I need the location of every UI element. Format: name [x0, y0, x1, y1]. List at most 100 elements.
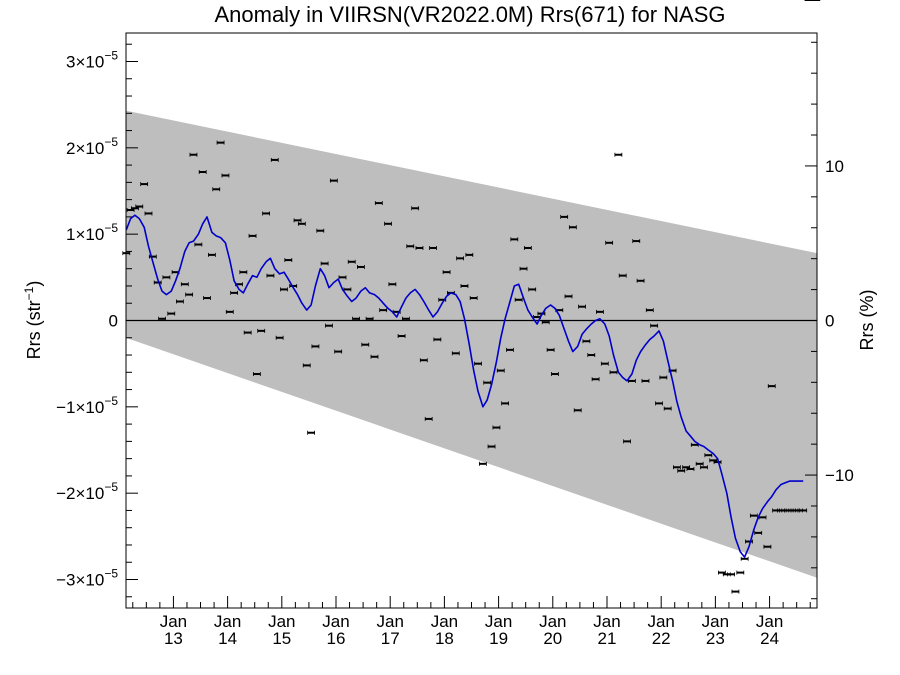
- x-tick-year-label: 13: [164, 629, 183, 648]
- y-left-tick-mantissa: 1×10: [66, 225, 104, 244]
- data-point: [176, 299, 184, 304]
- data-point: [325, 323, 333, 328]
- data-point: [140, 182, 149, 187]
- data-point: [600, 361, 609, 366]
- axes-layer: −3×10−5−2×10−5−1×10−501×10−52×10−53×10−5…: [56, 32, 854, 648]
- data-point: [501, 401, 510, 406]
- y-axis-left-title: Rrs (str−1): [22, 281, 44, 360]
- x-tick-year-label: 22: [652, 629, 671, 648]
- data-point: [704, 453, 713, 458]
- y-right-tick-label: 0: [825, 312, 834, 331]
- data-point: [442, 270, 451, 275]
- y-left-tick-label: −1×10−5: [56, 394, 118, 417]
- data-point: [334, 349, 343, 354]
- data-point: [492, 425, 501, 430]
- x-tick-month-label: Jan: [160, 612, 187, 631]
- y-left-tick-exponent: −5: [104, 567, 118, 581]
- y-right-tick-label: −10: [825, 466, 854, 485]
- data-point: [655, 401, 663, 406]
- x-tick-year-label: 18: [435, 629, 454, 648]
- data-point: [280, 287, 288, 292]
- data-point: [514, 297, 523, 302]
- data-point: [496, 368, 505, 373]
- x-tick-year-label: 19: [489, 629, 508, 648]
- data-point: [799, 508, 808, 513]
- data-point: [695, 461, 704, 466]
- data-point: [736, 570, 745, 575]
- x-tick-year-label: 16: [327, 629, 346, 648]
- data-point: [284, 258, 293, 263]
- y-left-tick-label: −2×10−5: [56, 480, 118, 503]
- data-point: [582, 339, 591, 344]
- y-left-tick-exponent: −5: [104, 480, 118, 494]
- data-point: [397, 334, 406, 339]
- data-point: [632, 239, 641, 244]
- y-axis-left-title-sup: −1: [22, 286, 36, 300]
- data-point: [433, 337, 442, 342]
- y-left-tick-mantissa: 2×10: [66, 139, 104, 158]
- y-left-tick-exponent: −5: [104, 221, 118, 235]
- data-point: [506, 347, 514, 352]
- x-tick-month-label: Jan: [376, 612, 403, 631]
- data-point: [266, 273, 275, 278]
- data-point: [623, 439, 631, 444]
- data-point: [297, 221, 306, 226]
- confidence-band: [126, 110, 817, 578]
- data-point: [763, 544, 772, 549]
- x-tick-year-label: 15: [272, 629, 291, 648]
- data-point: [289, 283, 298, 288]
- data-point: [135, 204, 144, 209]
- x-tick-month-label: Jan: [756, 612, 783, 631]
- data-point: [641, 378, 650, 383]
- data-point: [361, 342, 370, 347]
- data-point: [460, 283, 469, 288]
- y-left-tick-label: −3×10−5: [56, 567, 118, 590]
- data-point: [194, 242, 203, 247]
- data-point: [338, 275, 347, 280]
- data-point: [270, 157, 279, 162]
- data-point: [239, 270, 248, 275]
- data-point: [162, 275, 171, 280]
- data-point: [419, 358, 428, 363]
- data-point: [307, 430, 315, 435]
- data-point: [208, 252, 216, 257]
- data-point: [731, 589, 740, 594]
- data-point: [185, 292, 194, 297]
- data-point: [148, 254, 157, 259]
- x-tick-year-label: 23: [706, 629, 725, 648]
- x-tick-month-label: Jan: [647, 612, 674, 631]
- x-tick-month-label: Jan: [322, 612, 349, 631]
- smoothed-series-line: [125, 214, 804, 558]
- x-tick-month-label: Jan: [268, 612, 295, 631]
- data-point: [329, 178, 338, 183]
- data-point: [578, 304, 586, 309]
- data-point: [257, 328, 266, 333]
- data-point: [478, 461, 487, 466]
- y-axis-right-title: Rrs (%): [857, 290, 877, 351]
- data-point: [302, 363, 311, 368]
- confidence-band-layer: [126, 110, 817, 578]
- data-point: [614, 152, 623, 157]
- data-point: [487, 444, 496, 449]
- data-point: [465, 252, 474, 257]
- x-tick-month-label: Jan: [593, 612, 620, 631]
- data-point: [551, 372, 559, 377]
- data-point: [415, 245, 424, 250]
- data-point: [180, 282, 189, 287]
- data-point: [221, 173, 230, 178]
- data-point: [568, 225, 577, 230]
- data-point: [379, 308, 388, 313]
- data-point: [262, 211, 270, 216]
- data-point: [252, 372, 261, 377]
- data-point: [541, 320, 550, 325]
- data-point: [650, 323, 659, 328]
- data-point: [402, 316, 410, 321]
- data-point: [587, 353, 596, 358]
- data-point: [609, 370, 618, 375]
- data-point: [605, 240, 614, 245]
- data-point: [456, 256, 465, 261]
- data-point: [510, 237, 519, 242]
- data-point: [167, 311, 176, 316]
- x-tick-month-label: Jan: [485, 612, 512, 631]
